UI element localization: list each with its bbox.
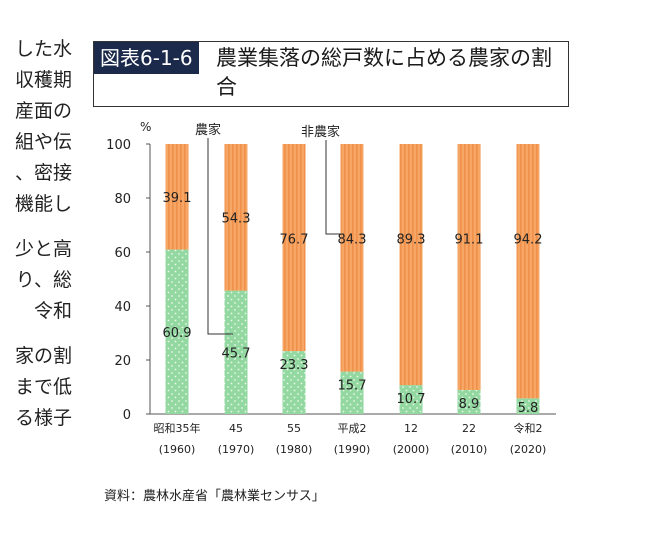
y-tick-label: 60 <box>114 246 131 261</box>
body-text-line: 家の割 <box>14 345 72 367</box>
background-body-text: した水 収穫期 産面の 組や伝 、密接 機能し 少と高 り、総 令和 家の割 ま… <box>0 34 72 434</box>
y-tick-label: 40 <box>114 300 131 315</box>
x-tick-label-year: (2020) <box>510 443 547 456</box>
bar-nonfarm-segment <box>516 144 540 399</box>
body-text-line: まで低 <box>14 376 72 398</box>
bar-farm-segment <box>340 371 364 414</box>
x-tick-label-year: (2000) <box>393 443 430 456</box>
bar-farm-segment <box>282 351 306 414</box>
bar-nonfarm-segment <box>457 144 481 390</box>
y-tick-label: 20 <box>114 354 131 369</box>
figure-title-box: 図表6-1-6 農業集落の総戸数に占める農家の割合 <box>93 41 569 107</box>
bar-farm-segment <box>457 389 481 414</box>
x-tick-label-year: (1990) <box>334 443 371 456</box>
stacked-bar-chart: 0 20 40 60 80 100% 60.9 39.1 昭和35年 (1960) 45.7 54.3… <box>106 120 556 456</box>
bar-farm-segment <box>165 249 189 414</box>
y-axis-unit: % <box>140 120 151 134</box>
bar-nonfarm-segment <box>282 144 306 352</box>
legend-leader-farm <box>207 138 233 335</box>
value-label-nonfarm: 39.1 <box>163 191 192 206</box>
value-label-nonfarm: 54.3 <box>222 211 251 226</box>
body-text-line: 機能し <box>14 193 72 215</box>
value-label-farm: 23.3 <box>280 358 309 373</box>
body-text-line: る様子 <box>14 407 72 429</box>
value-label-farm: 10.7 <box>397 392 426 407</box>
legend-label-nonfarm: 非農家 <box>301 124 340 140</box>
body-text-line: した水 <box>14 38 72 60</box>
legend-leader-nonfarm <box>325 140 344 235</box>
bar-nonfarm-segment <box>165 144 189 250</box>
x-tick-label: 22 <box>462 422 476 435</box>
value-label-farm: 60.9 <box>163 326 192 341</box>
x-tick-label: 平成2 <box>338 422 367 435</box>
figure-number: 図表6-1-6 <box>94 42 199 74</box>
bar-nonfarm-segment <box>399 144 423 386</box>
body-text-line: 組や伝 <box>14 131 72 153</box>
value-label-nonfarm: 76.7 <box>280 233 309 248</box>
body-text-line: 産面の <box>14 100 72 122</box>
x-tick-label: 12 <box>404 422 418 435</box>
figure-source: 資料：農林水産省「農林業センサス」 <box>104 489 325 504</box>
body-text-line: 少と高 <box>14 238 72 260</box>
y-tick-label: 0 <box>123 408 131 423</box>
bar-farm-segment <box>516 398 540 414</box>
value-label-nonfarm: 91.1 <box>455 233 484 248</box>
value-label-farm: 45.7 <box>222 346 251 361</box>
bar-farm-segment <box>399 385 423 414</box>
value-label-nonfarm: 84.3 <box>338 233 367 248</box>
value-label-farm: 15.7 <box>338 379 367 394</box>
body-text-line: 、密接 <box>14 162 72 184</box>
y-tick-label: 100 <box>106 138 131 153</box>
body-text-line: り、総 <box>15 269 72 291</box>
legend-label-farm: 農家 <box>195 122 221 138</box>
x-tick-label: 令和2 <box>514 421 543 435</box>
x-tick-label-year: (1970) <box>218 443 255 456</box>
figure-title: 農業集落の総戸数に占める農家の割合 <box>216 46 552 99</box>
body-text-line: 令和 <box>33 300 72 322</box>
value-label-farm: 8.9 <box>459 397 480 412</box>
x-tick-label: 昭和35年 <box>154 421 201 435</box>
x-tick-label-year: (2010) <box>451 443 488 456</box>
y-tick-label: 80 <box>114 192 131 207</box>
body-text-line: 収穫期 <box>14 69 72 91</box>
x-tick-label-year: (1960) <box>159 443 196 456</box>
x-tick-label: 55 <box>287 422 301 435</box>
bar-nonfarm-segment <box>340 144 364 372</box>
value-label-farm: 5.8 <box>518 401 539 416</box>
value-label-nonfarm: 89.3 <box>397 233 426 248</box>
value-label-nonfarm: 94.2 <box>514 233 543 248</box>
bar-nonfarm-segment <box>224 144 248 291</box>
bar-farm-segment <box>224 290 248 414</box>
x-tick-label-year: (1980) <box>276 443 313 456</box>
x-tick-label: 45 <box>229 422 243 435</box>
